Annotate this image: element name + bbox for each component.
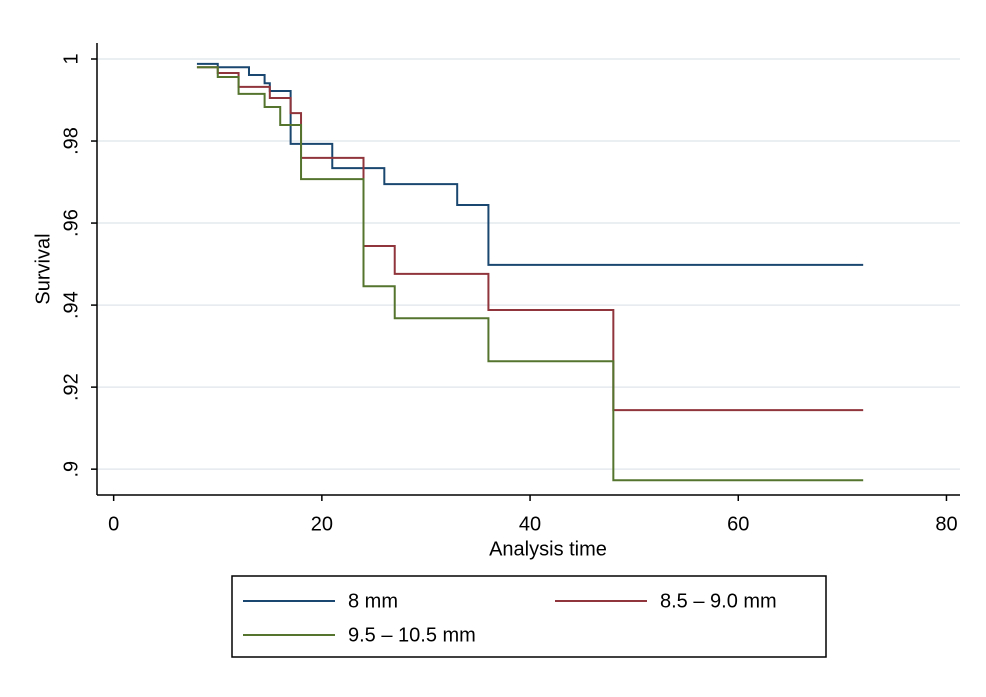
- x-tick-label: 80: [935, 513, 957, 535]
- survival-line: [196, 66, 864, 482]
- y-tick-label: 1: [60, 53, 82, 64]
- x-tick-label: 20: [311, 513, 333, 535]
- y-tick-label: .9: [60, 461, 82, 478]
- legend-label: 8 mm: [348, 590, 398, 612]
- x-tick-label: 60: [727, 513, 749, 535]
- x-axis-title: Analysis time: [489, 538, 607, 560]
- y-tick-label: .92: [60, 373, 82, 401]
- legend-label: 8.5 – 9.0 mm: [660, 590, 777, 612]
- y-axis-title: Survival: [32, 233, 54, 304]
- survival-line: [196, 62, 864, 266]
- y-tick-label: .94: [60, 291, 82, 319]
- legend: [231, 575, 827, 658]
- y-tick-label: .96: [60, 209, 82, 237]
- x-tick-label: 0: [108, 513, 119, 535]
- legend-label: 9.5 – 10.5 mm: [348, 624, 476, 646]
- y-tick-label: .98: [60, 127, 82, 155]
- x-tick-label: 40: [519, 513, 541, 535]
